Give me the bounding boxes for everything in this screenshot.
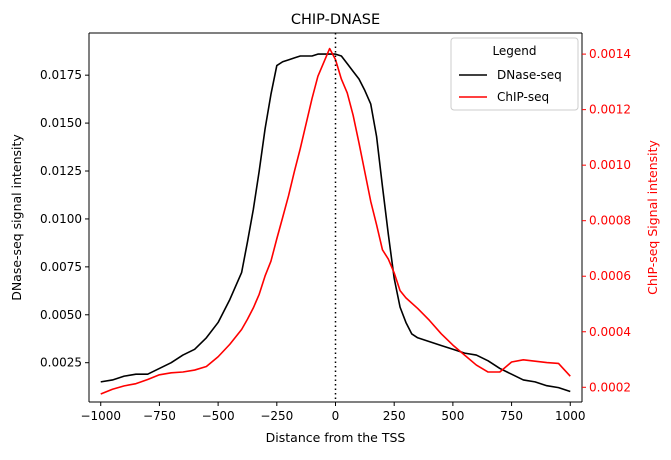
x-tick-label: 250 (383, 409, 406, 423)
right-y-tick-label: 0.0010 (589, 158, 631, 172)
left-y-tick-label: 0.0150 (40, 116, 82, 130)
x-tick-label: −250 (260, 409, 293, 423)
x-tick-label: −1000 (80, 409, 121, 423)
right-y-tick-label: 0.0004 (589, 325, 631, 339)
right-y-tick-label: 0.0014 (589, 47, 631, 61)
right-y-tick-label: 0.0002 (589, 380, 631, 394)
chart-title: CHIP-DNASE (291, 12, 380, 28)
x-tick-label: −750 (143, 409, 176, 423)
x-axis-title: Distance from the TSS (266, 430, 406, 445)
right-y-tick-label: 0.0012 (589, 103, 631, 117)
legend: Legend DNase-seq ChIP-seq (450, 37, 579, 111)
series-line-chip-seq (100, 47, 571, 395)
right-y-tick-label: 0.0006 (589, 269, 631, 283)
x-tick-label: 500 (441, 409, 464, 423)
left-y-tick-label: 0.0125 (40, 164, 82, 178)
legend-title: Legend (492, 44, 536, 58)
x-tick-label: 1000 (555, 409, 586, 423)
left-y-tick-label: 0.0175 (40, 68, 82, 82)
left-y-axis-title: DNase-seq signal intensity (9, 134, 24, 301)
left-y-tick-label: 0.0075 (40, 260, 82, 274)
plot-area (100, 33, 571, 402)
left-y-tick-label: 0.0100 (40, 212, 82, 226)
left-y-tick-label: 0.0050 (40, 308, 82, 322)
x-tick-label: 750 (500, 409, 523, 423)
legend-label-chip: ChIP-seq (497, 90, 549, 104)
x-tick-label: 0 (332, 409, 340, 423)
legend-label-dnase: DNase-seq (497, 68, 562, 82)
legend-box (450, 37, 579, 111)
axes: −1000 −750 −500 −250 0 250 500 750 1000 0.0025 0.0… (40, 32, 631, 423)
x-tick-label: −500 (202, 409, 235, 423)
right-y-tick-label: 0.0008 (589, 214, 631, 228)
left-y-tick-label: 0.0025 (40, 356, 82, 370)
right-y-axis-title: ChIP-seq Signal intensity (645, 140, 660, 295)
